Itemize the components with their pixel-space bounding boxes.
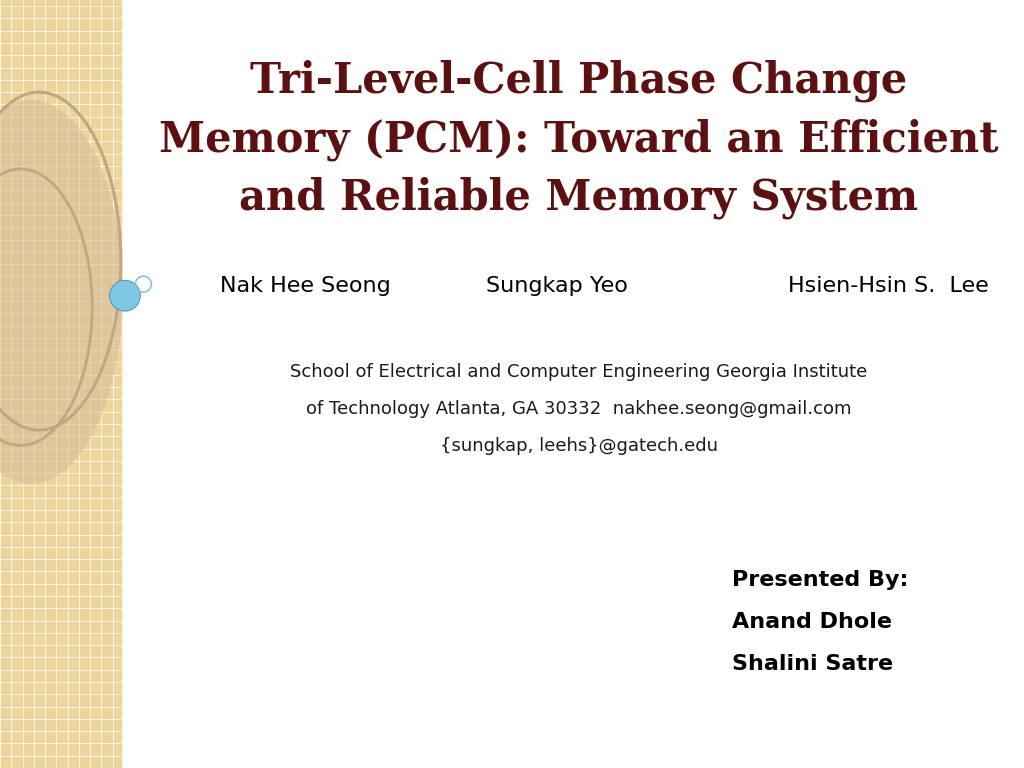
Text: Anand Dhole: Anand Dhole (732, 612, 892, 632)
Text: Sungkap Yeo: Sungkap Yeo (486, 276, 629, 296)
Text: Hsien-Hsin S.  Lee: Hsien-Hsin S. Lee (788, 276, 989, 296)
Bar (0, 0, 121, 768)
Text: Memory (PCM): Toward an Efficient: Memory (PCM): Toward an Efficient (159, 118, 998, 161)
Text: Presented By:: Presented By: (732, 570, 908, 590)
Text: {sungkap, leehs}@gatech.edu: {sungkap, leehs}@gatech.edu (439, 437, 718, 455)
Text: and Reliable Memory System: and Reliable Memory System (239, 177, 919, 220)
Text: Tri-Level-Cell Phase Change: Tri-Level-Cell Phase Change (250, 59, 907, 102)
Text: of Technology Atlanta, GA 30332  nakhee.seong@gmail.com: of Technology Atlanta, GA 30332 nakhee.s… (306, 400, 851, 419)
Text: School of Electrical and Computer Engineering Georgia Institute: School of Electrical and Computer Engine… (290, 363, 867, 382)
Ellipse shape (110, 280, 140, 311)
Ellipse shape (0, 100, 123, 484)
Text: Shalini Satre: Shalini Satre (732, 654, 893, 674)
Text: Nak Hee Seong: Nak Hee Seong (220, 276, 391, 296)
